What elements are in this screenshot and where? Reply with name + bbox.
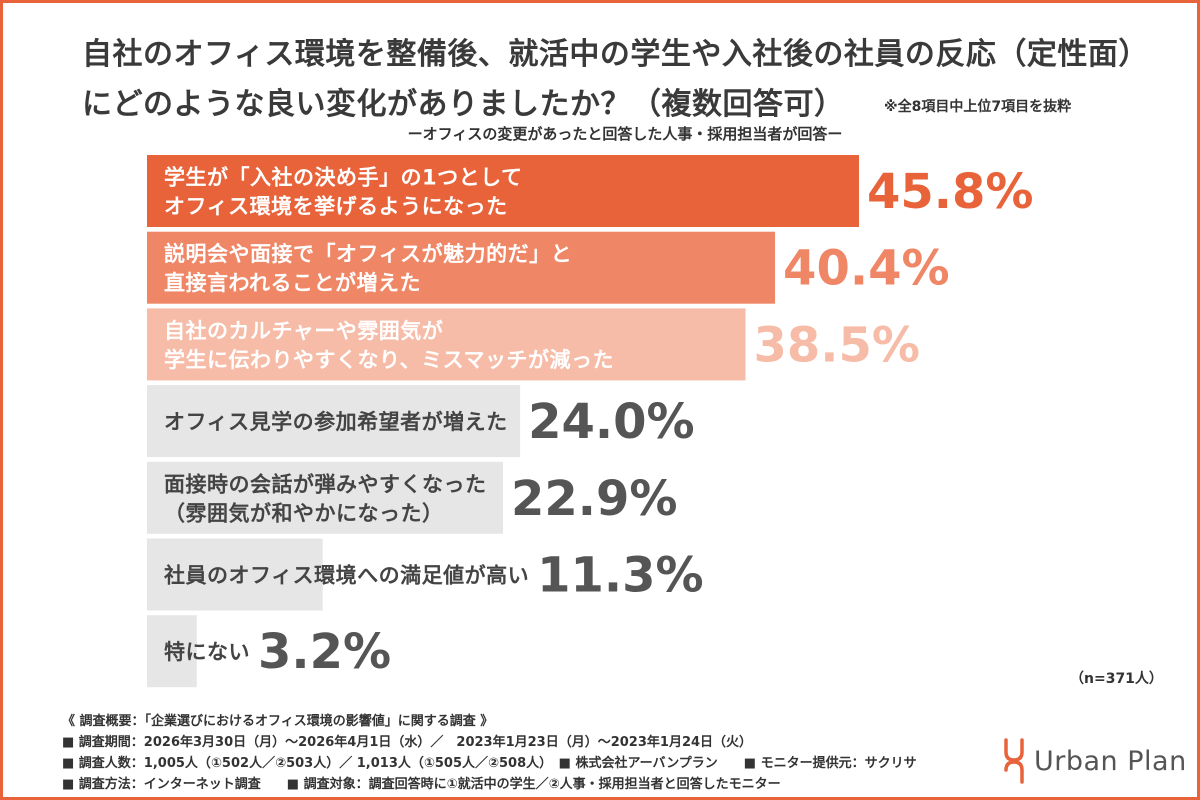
footer-line-2: ■ 調査期間：2026年3月30日（月）〜2026年4月1日（水）／ 2023年… [62,735,753,750]
bar-6 [147,538,323,611]
urban-plan-logo: Urban Plan [1000,738,1186,784]
bar-label-2: 説明会や面接で「オフィスが魅力的だ」と直接言われることが増えた [164,242,572,295]
bar-label-7: 特にない [164,640,250,664]
bar-label-4: オフィス見学の参加希望者が増えた [164,410,508,434]
sample-size-label: （n=371人） [1070,671,1163,687]
bar-label-1: 学生が「入社の決め手」の1つとしてオフィス環境を挙げるようになった [164,166,522,219]
bar-1 [147,155,859,227]
bar-3 [147,308,746,381]
value-label-3: 38.5% [754,317,921,373]
value-label-1: 45.8% [867,164,1034,220]
bar-label-3: 自社のカルチャーや雰囲気が学生に伝わりやすくなり、ミスマッチが減った [164,319,614,372]
bar-5 [147,461,503,534]
footer-line-1: 《 調査概要：「企業選びにおけるオフィス環境の影響値」に関する調査 》 [62,714,494,729]
value-label-7: 3.2% [258,624,391,680]
value-label-6: 11.3% [537,548,704,604]
chart-title-line-2: にどのような良い変化がありましたか？（複数回答可） [82,87,845,122]
bar-7 [147,615,197,688]
chart-title-line-1: 自社のオフィス環境を整備後、就活中の学生や入社後の社員の反応（定性面） [82,37,1149,72]
bar-label-6: 社員のオフィス環境への満足値が高い [163,564,529,588]
bar-2 [147,231,776,304]
logo-mark-icon [1004,738,1024,784]
bar-label-5: 面接時の会話が弾みやすくなった（雰囲気が和やかになった） [164,472,487,525]
logo-text: Urban Plan [1034,746,1187,777]
chart-subtitle: ーオフィスの変更があったと回答した人事・採用担当者が回答ー [407,125,843,143]
footer-line-4: ■ 調査方法：インターネット調査 ■ 調査対象：調査回答時に①就活中の学生／②人… [62,777,781,792]
survey-footer: 《 調査概要：「企業選びにおけるオフィス環境の影響値」に関する調査 》 ■ 調査… [62,711,962,795]
bar-4 [147,385,521,458]
value-label-2: 40.4% [783,241,950,297]
chart-title: 自社のオフィス環境を整備後、就活中の学生や入社後の社員の反応（定性面） にどのよ… [82,30,1172,130]
footer-line-3: ■ 調査人数：1,005人（①502人／②503人）／ 1,013人（①505人… [62,756,917,771]
chart-note: ※全8項目中上位7項目を抜粋 [884,99,1072,115]
value-label-4: 24.0% [528,394,695,450]
value-label-5: 22.9% [511,471,678,527]
